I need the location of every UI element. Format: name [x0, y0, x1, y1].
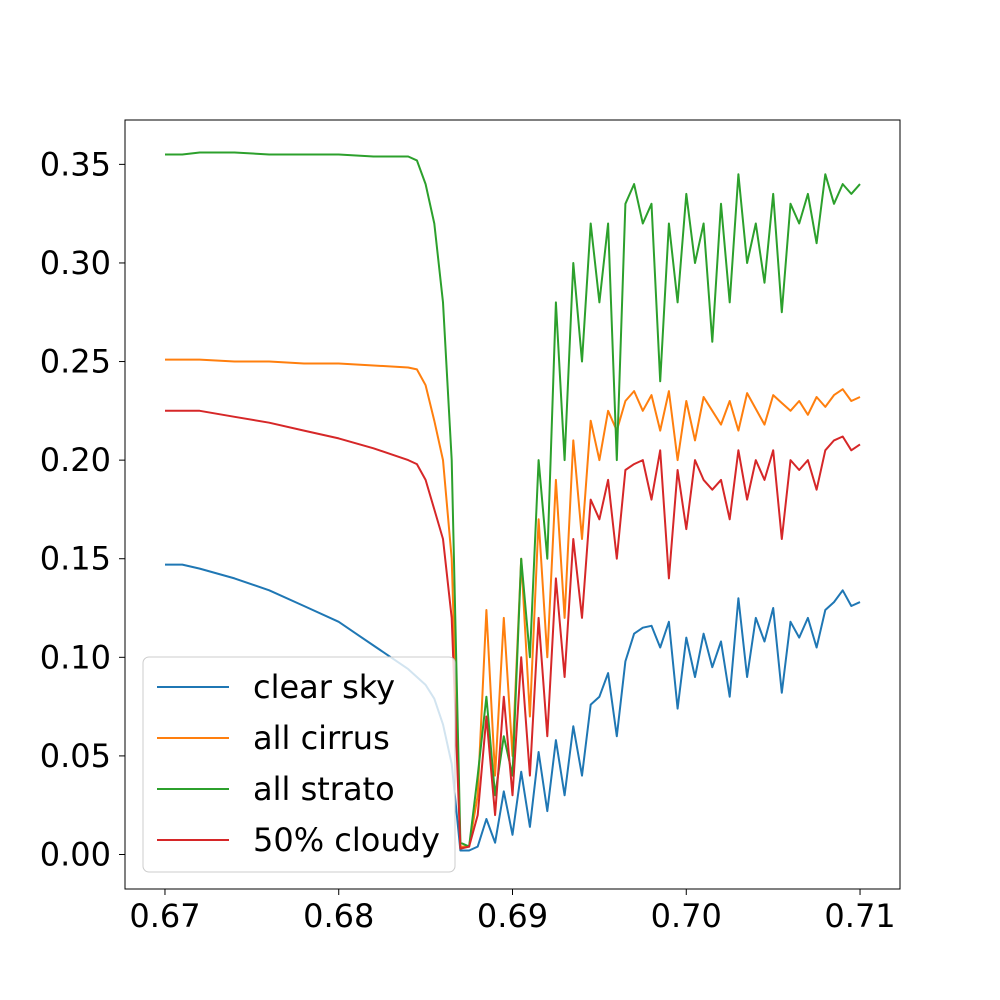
legend-label-2: all strato [253, 770, 395, 808]
series-line-2 [165, 151, 861, 848]
y-tick-label: 0.35 [40, 145, 111, 183]
legend-label-1: all cirrus [253, 719, 390, 757]
y-tick-label: 0.10 [40, 638, 111, 676]
legend: clear sky all cirrus all strato 50% cloudy [142, 656, 456, 873]
legend-label-3: 50% cloudy [253, 821, 440, 859]
legend-box [142, 656, 456, 873]
y-tick-label: 0.15 [40, 540, 111, 578]
y-axis: 0.00 0.05 0.10 0.15 0.20 0.25 0.30 0.35 [40, 145, 125, 873]
x-tick-label: 0.68 [303, 897, 374, 935]
y-tick-label: 0.20 [40, 441, 111, 479]
series-line-3 [165, 409, 861, 850]
y-tick-label: 0.05 [40, 737, 111, 775]
x-tick-label: 0.70 [651, 897, 722, 935]
x-tick-label: 0.69 [477, 897, 548, 935]
legend-label-0: clear sky [253, 668, 395, 706]
x-tick-label: 0.67 [129, 897, 200, 935]
x-axis: 0.67 0.68 0.69 0.70 0.71 [129, 889, 896, 935]
y-tick-label: 0.30 [40, 244, 111, 282]
x-tick-label: 0.71 [824, 897, 895, 935]
y-tick-label: 0.00 [40, 835, 111, 873]
series-line-1 [165, 358, 861, 848]
y-tick-label: 0.25 [40, 343, 111, 381]
